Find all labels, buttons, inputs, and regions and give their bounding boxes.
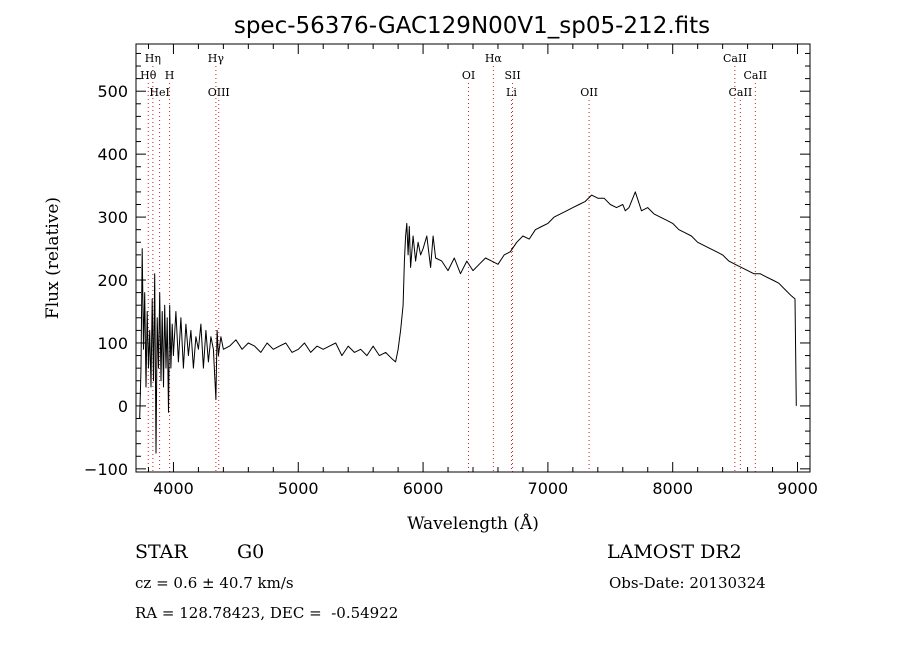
x-tick-label: 7000 <box>528 479 569 498</box>
y-tick-label: 200 <box>97 271 128 290</box>
y-tick-label: 400 <box>97 145 128 164</box>
y-tick-label: −100 <box>84 460 128 479</box>
spectral-line-markers: Hη Hθ H HeI Hγ OIII Hα OI SII Li OII CaII CaII CaII <box>140 52 767 472</box>
y-tick-label: 0 <box>118 397 128 416</box>
redshift-info: cz = 0.6 ± 40.7 km/s <box>135 574 294 592</box>
spectral-line-label: CaII <box>729 86 753 99</box>
spectral-line-label: H <box>165 69 175 82</box>
spectral-line-label: Hθ <box>140 69 157 82</box>
spectral-line-label: HeI <box>149 86 169 99</box>
spectral-line-label: SII <box>504 69 520 82</box>
plot-frame <box>135 43 811 473</box>
spectral-line-label: Hγ <box>208 52 225 65</box>
spectral-line-label: OIII <box>208 86 230 99</box>
survey-name: LAMOST DR2 <box>607 541 742 563</box>
spectrum-series <box>139 191 797 454</box>
x-tick-label: 9000 <box>777 479 818 498</box>
y-tick-label: 100 <box>97 334 128 353</box>
x-axis-label: Wavelength (Å) <box>407 513 539 534</box>
x-tick-label: 5000 <box>278 479 319 498</box>
spectrum-line <box>139 191 797 454</box>
x-tick-label: 6000 <box>403 479 444 498</box>
x-tick-label: 4000 <box>153 479 194 498</box>
spectral-line-label: Hη <box>145 52 161 65</box>
y-tick-label: 300 <box>97 208 128 227</box>
spectral-line-label: CaII <box>743 69 767 82</box>
object-type: STAR <box>135 541 188 563</box>
obs-date: Obs-Date: 20130324 <box>609 574 766 592</box>
spectral-line-label: CaII <box>723 52 747 65</box>
spectral-line-label: Li <box>506 86 517 99</box>
spectral-line-label: OI <box>462 69 475 82</box>
axes: 4000 5000 6000 7000 8000 9000 −100 0 100 200 300 40… <box>84 44 818 498</box>
spectral-line-label: OII <box>580 86 598 99</box>
spectral-subclass: G0 <box>237 541 265 563</box>
spectral-line-label: Hα <box>485 52 503 65</box>
chart-title: spec-56376-GAC129N00V1_sp05-212.fits <box>234 13 710 39</box>
y-tick-label: 500 <box>97 82 128 101</box>
coordinates: RA = 128.78423, DEC = -0.54922 <box>135 604 399 622</box>
y-axis-label: Flux (relative) <box>43 197 63 319</box>
x-tick-label: 8000 <box>652 479 693 498</box>
